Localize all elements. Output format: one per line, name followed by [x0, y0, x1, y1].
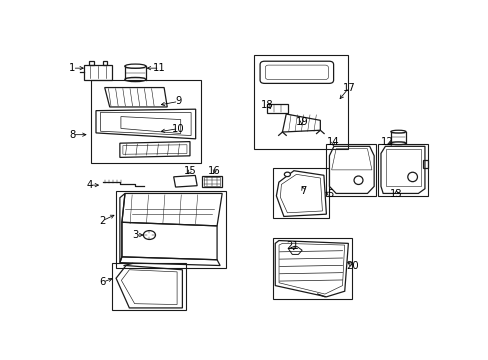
- Text: 17: 17: [342, 82, 355, 93]
- Circle shape: [284, 172, 290, 177]
- Text: 1: 1: [69, 63, 76, 73]
- Text: 20: 20: [346, 261, 359, 270]
- Text: 13: 13: [389, 189, 402, 199]
- Text: 11: 11: [153, 63, 166, 73]
- Text: 9: 9: [175, 96, 182, 107]
- Ellipse shape: [124, 64, 146, 68]
- Text: 21: 21: [285, 240, 298, 251]
- Text: 8: 8: [69, 130, 76, 140]
- Bar: [326, 144, 376, 196]
- Text: 10: 10: [172, 123, 184, 134]
- Text: 12: 12: [380, 136, 393, 147]
- Bar: [377, 144, 427, 196]
- Text: 2: 2: [100, 216, 106, 226]
- Bar: [273, 168, 328, 219]
- Ellipse shape: [390, 130, 405, 133]
- Bar: [90, 80, 201, 163]
- Text: 16: 16: [208, 166, 221, 176]
- Text: 7: 7: [300, 186, 306, 196]
- Bar: [116, 191, 225, 268]
- Bar: [272, 238, 351, 299]
- FancyBboxPatch shape: [260, 61, 333, 84]
- Text: 4: 4: [86, 180, 93, 190]
- Circle shape: [143, 231, 155, 239]
- Text: 19: 19: [295, 117, 307, 127]
- Text: 3: 3: [132, 230, 138, 240]
- Text: 14: 14: [326, 136, 339, 147]
- Bar: [112, 263, 186, 310]
- Text: 18: 18: [261, 100, 273, 110]
- Text: 5: 5: [326, 189, 333, 199]
- Bar: [254, 55, 347, 149]
- Text: 15: 15: [183, 166, 196, 176]
- Text: 6: 6: [100, 277, 106, 287]
